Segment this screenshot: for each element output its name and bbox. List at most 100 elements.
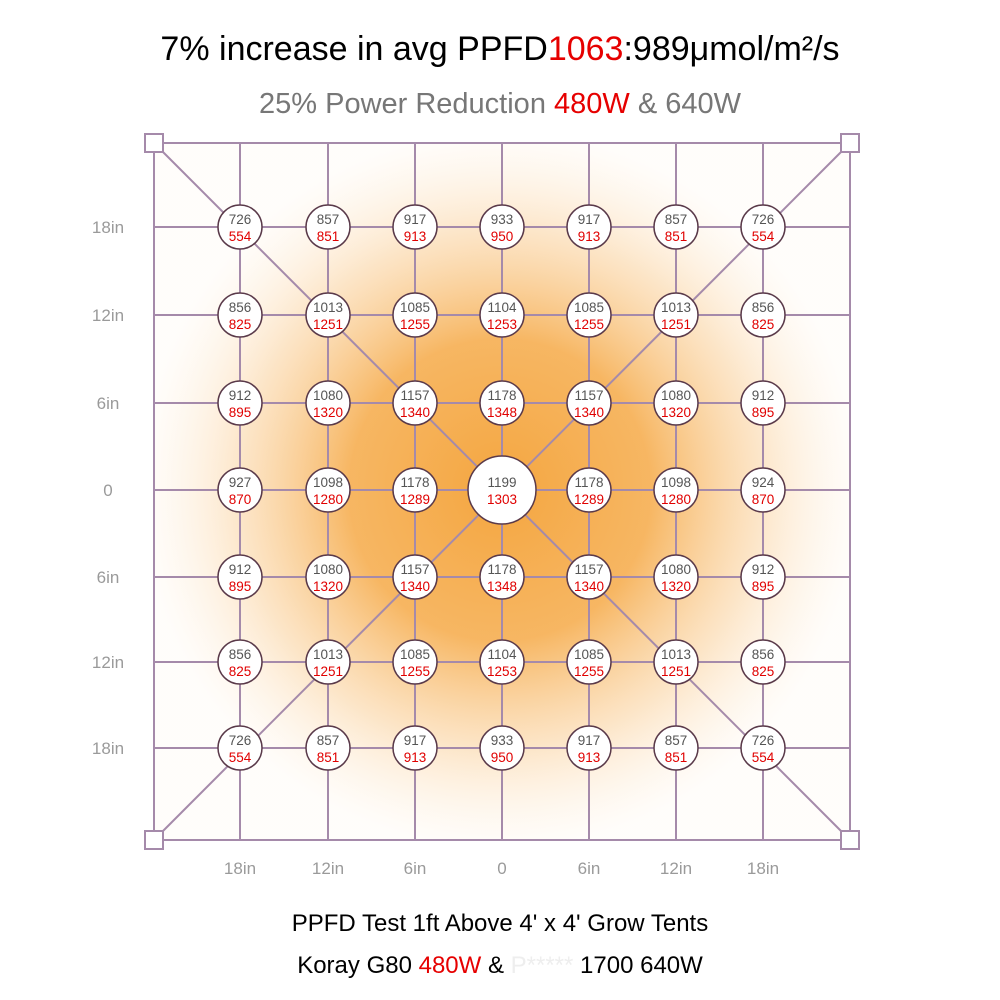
value-480w: 895 bbox=[229, 405, 252, 420]
value-640w: 1085 bbox=[400, 647, 430, 662]
point-circle bbox=[392, 725, 438, 771]
point-circle bbox=[392, 204, 438, 250]
measurement-point-r1-c4: 1085 1255 bbox=[566, 292, 612, 338]
value-480w: 1320 bbox=[661, 579, 691, 594]
point-circle bbox=[217, 204, 263, 250]
point-circle bbox=[566, 725, 612, 771]
point-circle bbox=[392, 380, 438, 426]
value-480w: 1348 bbox=[487, 579, 517, 594]
value-640w: 1013 bbox=[313, 647, 343, 662]
value-640w: 1157 bbox=[574, 562, 603, 577]
point-circle bbox=[653, 292, 699, 338]
value-480w: 950 bbox=[491, 750, 514, 765]
point-circle bbox=[740, 380, 786, 426]
point-circle bbox=[740, 467, 786, 513]
measurement-point-r5-c4: 1085 1255 bbox=[566, 639, 612, 685]
measurement-point-r5-c1: 1013 1251 bbox=[305, 639, 351, 685]
caption-product-b: 1700 640W bbox=[573, 952, 703, 979]
value-480w: 1289 bbox=[574, 492, 604, 507]
value-640w: 912 bbox=[229, 562, 252, 577]
value-480w: 1251 bbox=[661, 664, 691, 679]
measurement-point-r4-c4: 1157 1340 bbox=[566, 554, 612, 600]
measurement-point-r5-c3: 1104 1253 bbox=[479, 639, 525, 685]
point-circle bbox=[653, 554, 699, 600]
value-480w: 825 bbox=[752, 664, 775, 679]
point-circle bbox=[566, 639, 612, 685]
corner-markers bbox=[144, 133, 860, 850]
measurement-point-r3-c5: 1098 1280 bbox=[653, 467, 699, 513]
value-640w: 1085 bbox=[574, 647, 604, 662]
value-640w: 917 bbox=[578, 212, 601, 227]
value-480w: 554 bbox=[229, 750, 252, 765]
value-640w: 857 bbox=[665, 212, 688, 227]
subtitle-text-end: & 640W bbox=[629, 88, 741, 120]
value-480w: 554 bbox=[229, 229, 252, 244]
point-circle bbox=[467, 455, 537, 525]
measurement-point-r3-c1: 1098 1280 bbox=[305, 467, 351, 513]
point-circle bbox=[653, 725, 699, 771]
value-640w: 856 bbox=[229, 647, 252, 662]
value-640w: 726 bbox=[229, 212, 252, 227]
x-tick-label-4: 6in bbox=[578, 859, 601, 878]
value-480w: 895 bbox=[752, 579, 775, 594]
value-640w: 912 bbox=[752, 562, 775, 577]
subtitle-text: 25% Power Reduction bbox=[259, 88, 554, 120]
value-480w: 1340 bbox=[400, 579, 430, 594]
point-circle bbox=[217, 725, 263, 771]
x-tick-label-2: 6in bbox=[404, 859, 427, 878]
value-640w: 857 bbox=[665, 733, 688, 748]
value-640w: 1085 bbox=[400, 300, 430, 315]
corner-marker-1 bbox=[840, 133, 860, 153]
point-circle bbox=[479, 554, 525, 600]
value-480w: 851 bbox=[665, 229, 688, 244]
value-640w: 1080 bbox=[661, 388, 691, 403]
y-tick-label-4: 6in bbox=[97, 568, 120, 587]
value-480w: 870 bbox=[752, 492, 775, 507]
x-tick-label-1: 12in bbox=[312, 859, 344, 878]
value-480w: 1289 bbox=[400, 492, 430, 507]
value-640w: 1080 bbox=[661, 562, 691, 577]
value-480w: 1251 bbox=[313, 664, 343, 679]
value-640w: 1178 bbox=[400, 475, 429, 490]
point-circle bbox=[479, 204, 525, 250]
measurement-point-r2-c5: 1080 1320 bbox=[653, 380, 699, 426]
measurement-points: 7265548578519179139339509179138578517265… bbox=[217, 204, 786, 771]
title-text-end: :989μmol/m²/s bbox=[623, 30, 840, 68]
point-circle bbox=[740, 639, 786, 685]
point-circle bbox=[566, 467, 612, 513]
measurement-point-r3-c2: 1178 1289 bbox=[392, 467, 438, 513]
value-640w: 917 bbox=[404, 212, 427, 227]
value-640w: 1178 bbox=[574, 475, 603, 490]
axis-ticks: 18in 12in 6in 0 6in 12in 18in 18in 12in 6in 0 6in 12… bbox=[92, 218, 779, 878]
point-circle bbox=[566, 204, 612, 250]
value-480w: 851 bbox=[665, 750, 688, 765]
value-480w: 950 bbox=[491, 229, 514, 244]
caption-product-b-masked: P***** bbox=[510, 952, 574, 979]
value-480w: 913 bbox=[404, 750, 427, 765]
value-640w: 1013 bbox=[661, 300, 691, 315]
point-circle bbox=[740, 204, 786, 250]
value-480w: 1280 bbox=[313, 492, 343, 507]
value-640w: 726 bbox=[752, 212, 775, 227]
measurement-point-r2-c2: 1157 1340 bbox=[392, 380, 438, 426]
value-640w: 917 bbox=[404, 733, 427, 748]
point-circle bbox=[305, 639, 351, 685]
value-480w: 825 bbox=[229, 664, 252, 679]
value-480w: 1320 bbox=[313, 405, 343, 420]
point-circle bbox=[217, 554, 263, 600]
value-640w: 1013 bbox=[313, 300, 343, 315]
value-640w: 1199 bbox=[487, 475, 516, 490]
point-circle bbox=[305, 380, 351, 426]
value-480w: 1340 bbox=[574, 405, 604, 420]
